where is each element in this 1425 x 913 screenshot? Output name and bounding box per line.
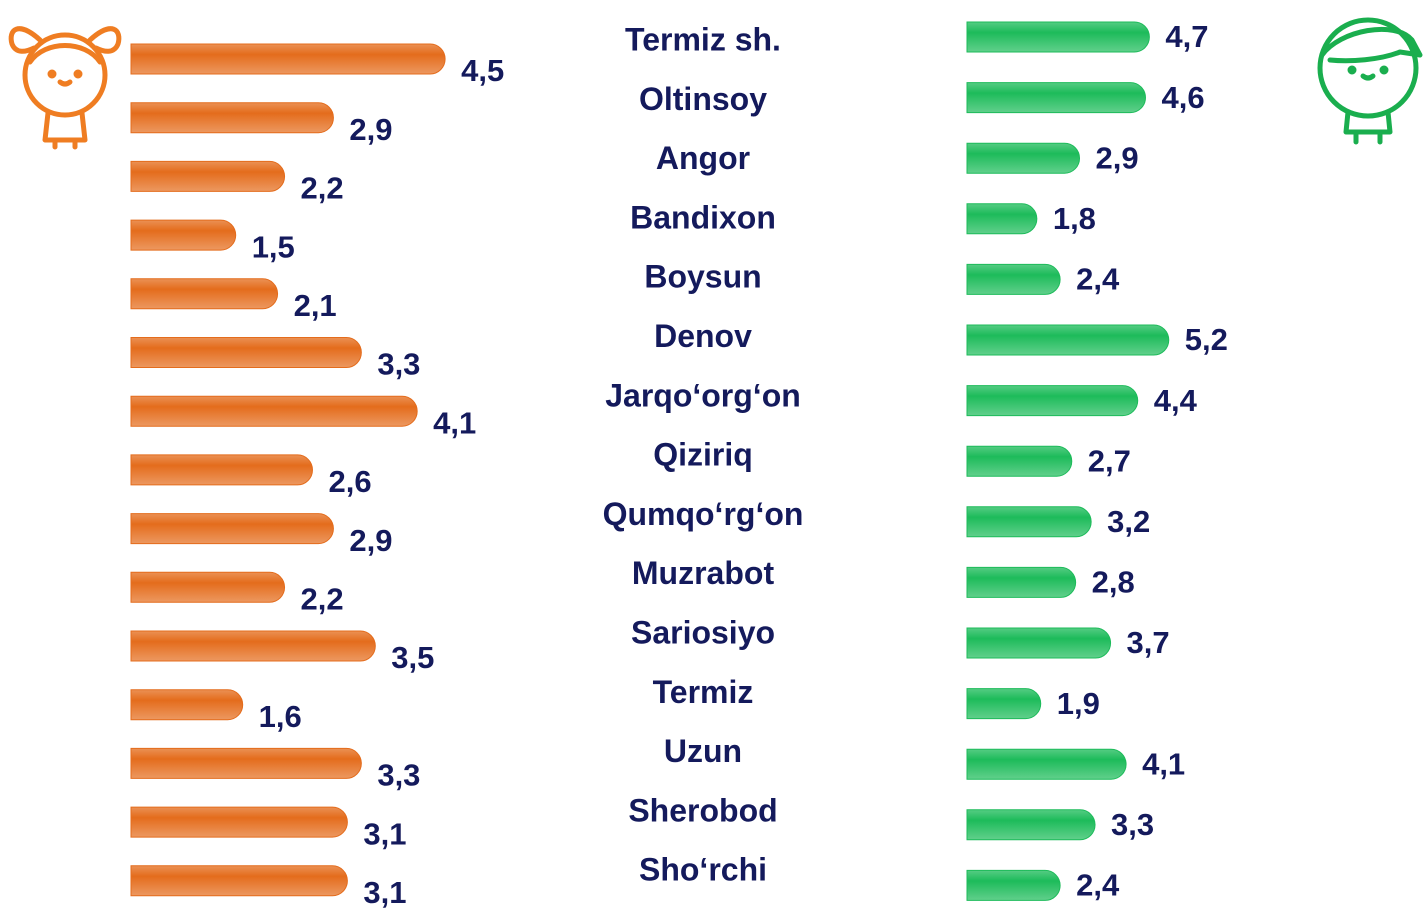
value-label: 1,6 bbox=[259, 699, 302, 734]
bar bbox=[130, 395, 418, 427]
category-label: Termiz sh. bbox=[625, 21, 781, 57]
value-label: 1,8 bbox=[1053, 201, 1096, 236]
value-label: 5,2 bbox=[1185, 322, 1228, 357]
bar bbox=[966, 203, 1038, 235]
value-label: 4,6 bbox=[1161, 80, 1204, 115]
bar bbox=[966, 748, 1127, 780]
bar bbox=[966, 385, 1139, 417]
bar bbox=[966, 809, 1096, 841]
bar bbox=[966, 82, 1146, 114]
value-label: 4,1 bbox=[433, 405, 476, 440]
category-label: Oltinsoy bbox=[639, 81, 767, 117]
value-label: 2,9 bbox=[1096, 140, 1139, 175]
bar bbox=[966, 688, 1042, 720]
bar bbox=[966, 445, 1073, 477]
bar bbox=[130, 454, 313, 486]
bar bbox=[130, 337, 362, 368]
category-label: Jarqo‘org‘on bbox=[605, 377, 801, 413]
category-label: Angor bbox=[656, 140, 750, 176]
value-label: 2,4 bbox=[1076, 868, 1120, 903]
value-label: 2,7 bbox=[1088, 443, 1131, 478]
category-label: Sariosiyo bbox=[631, 614, 775, 650]
category-label: Termiz bbox=[653, 674, 754, 710]
value-label: 2,4 bbox=[1076, 262, 1120, 297]
value-label: 3,2 bbox=[1107, 504, 1150, 539]
value-label: 1,9 bbox=[1057, 686, 1100, 721]
bar bbox=[966, 142, 1080, 174]
category-label: Muzrabot bbox=[632, 555, 775, 591]
bar bbox=[966, 263, 1061, 295]
category-label: Qumqo‘rg‘on bbox=[603, 496, 804, 532]
category-label: Denov bbox=[654, 318, 752, 354]
bar bbox=[130, 513, 334, 545]
girl-icon bbox=[8, 26, 122, 150]
bar bbox=[130, 571, 285, 603]
bar bbox=[966, 506, 1092, 538]
category-label: Uzun bbox=[664, 733, 742, 769]
category-label: Qiziriq bbox=[653, 437, 753, 473]
bar bbox=[966, 627, 1111, 659]
boy-icon bbox=[1317, 17, 1423, 145]
value-label: 2,9 bbox=[349, 112, 392, 147]
bar bbox=[130, 806, 348, 838]
bar bbox=[966, 21, 1150, 53]
value-label: 1,5 bbox=[252, 229, 295, 264]
value-label: 3,3 bbox=[377, 758, 420, 793]
value-label: 3,1 bbox=[363, 875, 406, 910]
value-label: 4,1 bbox=[1142, 746, 1185, 781]
category-label: Boysun bbox=[644, 259, 761, 295]
value-label: 2,6 bbox=[328, 464, 371, 499]
bar bbox=[130, 278, 278, 310]
value-label: 3,3 bbox=[377, 347, 420, 382]
bar bbox=[966, 869, 1061, 901]
bar bbox=[130, 630, 376, 662]
value-label: 2,8 bbox=[1092, 565, 1135, 600]
bar bbox=[130, 219, 237, 251]
value-label: 2,2 bbox=[301, 171, 344, 206]
bar bbox=[966, 324, 1170, 356]
value-label: 4,7 bbox=[1165, 19, 1208, 54]
category-label: Bandixon bbox=[630, 199, 776, 235]
category-label: Sherobod bbox=[628, 792, 777, 828]
value-label: 3,1 bbox=[363, 816, 406, 851]
bar bbox=[130, 865, 348, 897]
value-label: 2,9 bbox=[349, 523, 392, 558]
bar bbox=[130, 160, 285, 192]
bar bbox=[130, 102, 334, 134]
value-label: 3,5 bbox=[391, 640, 434, 675]
value-label: 3,3 bbox=[1111, 807, 1154, 842]
value-label: 2,1 bbox=[294, 288, 337, 323]
value-label: 2,2 bbox=[301, 581, 344, 616]
value-label: 4,5 bbox=[461, 53, 504, 88]
bar bbox=[966, 566, 1077, 598]
category-label: Sho‘rchi bbox=[639, 852, 767, 888]
value-label: 3,7 bbox=[1127, 625, 1170, 660]
bar bbox=[130, 689, 244, 721]
bar bbox=[130, 43, 446, 75]
bar bbox=[130, 747, 362, 779]
value-label: 4,4 bbox=[1154, 383, 1198, 418]
